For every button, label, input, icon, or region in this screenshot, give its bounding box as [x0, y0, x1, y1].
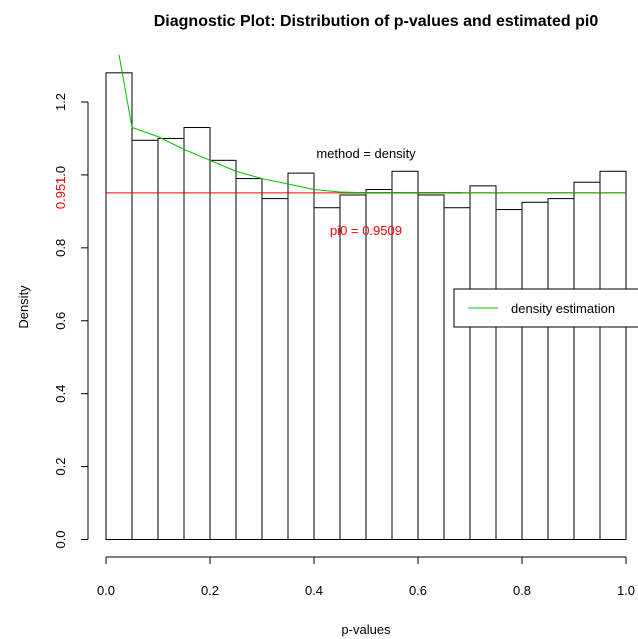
histogram-bar [573, 181, 601, 540]
histogram-bar [209, 159, 237, 540]
y-tick-label: 0.4 [53, 385, 68, 403]
histogram-bar [443, 207, 471, 541]
y-tick-label: 1.2 [53, 93, 68, 111]
histogram-bar [131, 139, 159, 540]
density-estimation-curve [118, 54, 626, 194]
x-tick-label: 0.8 [513, 583, 531, 598]
y-tick-label: 0.0 [53, 530, 68, 548]
histogram-bar [417, 194, 445, 540]
y-tick-label: 0.6 [53, 312, 68, 330]
pi0-annotation: pi0 = 0.9509 [330, 223, 402, 238]
histogram-bar [469, 185, 497, 541]
histogram-bar [599, 170, 627, 540]
histogram-bar [287, 172, 315, 540]
x-axis-label: p-values [341, 622, 391, 637]
x-tick-label: 0.0 [97, 583, 115, 598]
x-tick-label: 0.6 [409, 583, 427, 598]
y-tick-label: 0.2 [53, 458, 68, 476]
histogram-bar [235, 178, 263, 540]
legend: density estimation [453, 288, 638, 328]
histogram-bar [261, 198, 289, 540]
histogram-bar [157, 137, 185, 540]
chart-title: Diagnostic Plot: Distribution of p-value… [154, 13, 599, 30]
histogram-bar [547, 198, 575, 540]
histogram-bar [339, 194, 367, 540]
x-axis: 0.0 0.2 0.4 0.6 0.8 1.0 [97, 556, 635, 598]
y-tick-label: 1.0 [53, 166, 68, 184]
x-tick-label: 0.4 [305, 583, 323, 598]
histogram-bar [313, 207, 341, 541]
y-axis-label: Density [16, 285, 31, 329]
y-axis: 0.0 0.2 0.4 0.6 0.8 1.0 1.2 [53, 93, 89, 549]
histogram-bar [495, 209, 523, 540]
histogram-bar [365, 189, 393, 540]
histogram-bar [183, 127, 211, 540]
y-tick-label: 0.8 [53, 239, 68, 257]
x-tick-label: 1.0 [617, 583, 635, 598]
histogram-bars [105, 72, 627, 541]
x-tick-label: 0.2 [201, 583, 219, 598]
histogram-bar [521, 201, 549, 541]
method-annotation: method = density [316, 146, 416, 161]
legend-label-density: density estimation [511, 301, 615, 316]
histogram-bar [105, 72, 133, 540]
pi0-axis-label: 0.951 [53, 177, 68, 210]
